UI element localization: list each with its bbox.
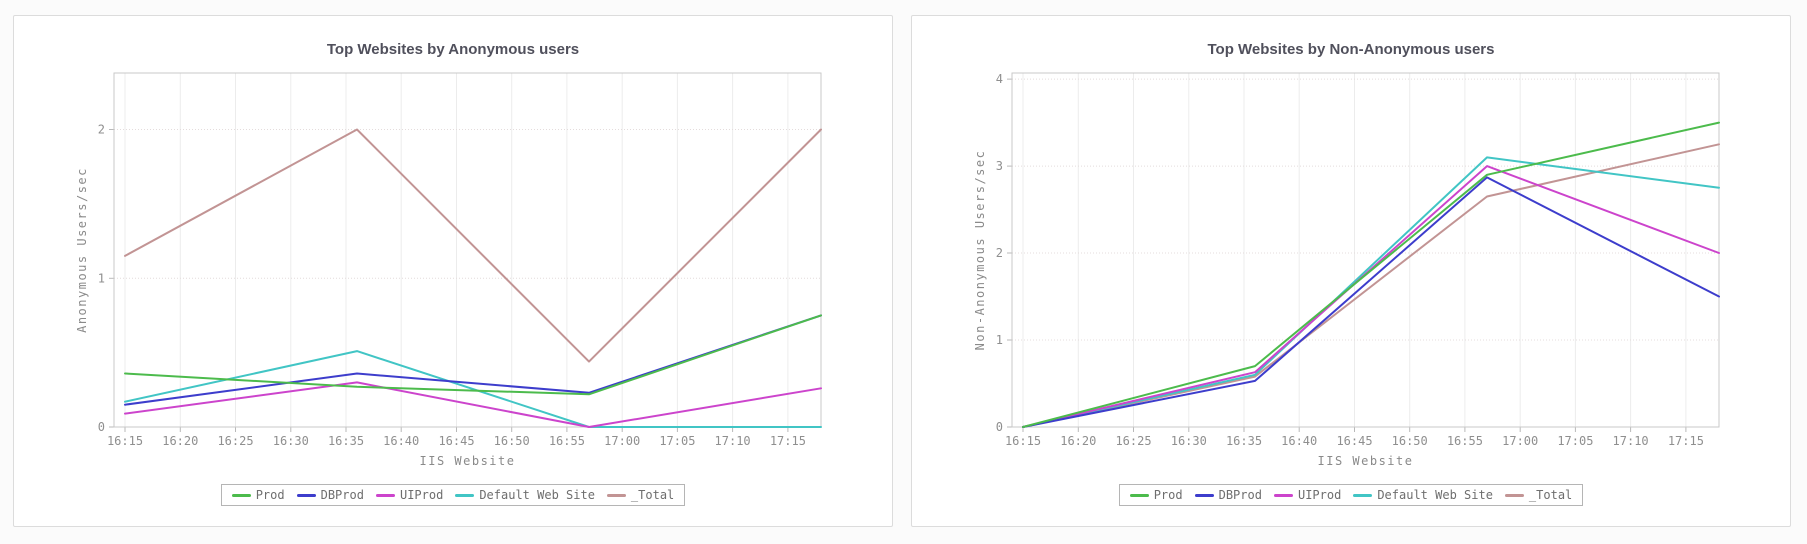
legend-swatch-prod <box>231 493 251 497</box>
x-axis-title: IIS Website <box>1318 454 1414 468</box>
x-tick-label: 16:35 <box>328 434 364 448</box>
series-line-default-web-site <box>1022 156 1720 428</box>
series-line-total <box>1022 143 1720 428</box>
legend-label: Default Web Site <box>1377 488 1493 502</box>
x-tick-label: 16:55 <box>1447 434 1483 448</box>
chart-legend: Prod DBProd UIProd Default Web Site _Total <box>14 484 892 506</box>
y-tick-label: 0 <box>996 420 1003 434</box>
legend-item-prod[interactable]: Prod <box>231 488 285 502</box>
legend-label: DBProd <box>1218 488 1262 502</box>
x-tick-label: 16:20 <box>1060 434 1096 448</box>
legend-item-prod[interactable]: Prod <box>1129 488 1183 502</box>
x-tick-label: 17:00 <box>1502 434 1538 448</box>
y-grid-and-ticks: 0 1 2 3 4 <box>996 72 1719 434</box>
x-tick-label: 16:45 <box>438 434 474 448</box>
x-tick-label: 16:30 <box>1171 434 1207 448</box>
legend-swatch-total <box>1504 493 1524 497</box>
legend-label: UIProd <box>399 488 444 502</box>
x-tick-label: 16:15 <box>1005 434 1041 448</box>
legend-swatch-uiprod <box>1273 493 1293 497</box>
plot-border <box>1011 72 1720 428</box>
x-tick-label: 16:50 <box>1392 434 1428 448</box>
x-grid-and-ticks: 16:15 16:20 16:25 16:30 16:35 16:40 16:45 16:50… <box>107 73 806 448</box>
x-tick-label: 17:05 <box>1557 434 1593 448</box>
x-tick-label: 16:20 <box>162 434 198 448</box>
chart-title: Top Websites by Non-Anonymous users <box>1207 41 1495 58</box>
series-line-default-web-site <box>124 350 822 428</box>
series-line-uiprod <box>1022 165 1720 428</box>
x-grid-and-ticks: 16:15 16:20 16:25 16:30 16:35 16:40 16:45 16:50… <box>1005 73 1704 448</box>
x-tick-label: 17:15 <box>770 434 806 448</box>
x-tick-label: 16:25 <box>1115 434 1151 448</box>
x-tick-label: 17:15 <box>1668 434 1704 448</box>
legend-label: Default Web Site <box>479 488 595 502</box>
legend-item-total[interactable]: _Total <box>1504 488 1573 502</box>
series-line-prod <box>1022 121 1720 428</box>
x-tick-label: 16:25 <box>217 434 253 448</box>
legend-label: _Total <box>1528 488 1573 502</box>
y-axis-title: Anonymous Users/sec <box>75 167 89 333</box>
chart-legend: Prod DBProd UIProd Default Web Site _Total <box>912 484 1790 506</box>
x-tick-label: 17:00 <box>604 434 640 448</box>
series-line-uiprod <box>124 381 822 428</box>
legend-label: UIProd <box>1297 488 1342 502</box>
y-tick-label: 4 <box>996 72 1003 86</box>
legend-swatch-default-web-site <box>455 493 475 497</box>
legend-label: DBProd <box>320 488 364 502</box>
legend-box: Prod DBProd UIProd Default Web Site _Total <box>1118 484 1584 506</box>
legend-swatch-default-web-site <box>1353 493 1373 497</box>
y-axis-title: Non-Anonymous Users/sec <box>973 150 987 351</box>
series-line-dbprod <box>1022 176 1720 428</box>
x-tick-label: 16:40 <box>383 434 419 448</box>
legend-item-uiprod[interactable]: UIProd <box>1273 488 1342 502</box>
legend-box: Prod DBProd UIProd Default Web Site _Total <box>220 484 686 506</box>
plot-border <box>113 72 822 428</box>
legend-swatch-prod <box>1129 493 1149 497</box>
y-tick-label: 3 <box>996 159 1003 173</box>
x-tick-label: 16:55 <box>549 434 585 448</box>
legend-item-default-web-site[interactable]: Default Web Site <box>455 488 595 502</box>
x-tick-label: 16:15 <box>107 434 143 448</box>
x-tick-label: 17:10 <box>1613 434 1649 448</box>
legend-label: Prod <box>255 488 285 502</box>
legend-item-uiprod[interactable]: UIProd <box>375 488 444 502</box>
x-axis-title: IIS Website <box>420 454 516 468</box>
y-tick-label: 1 <box>98 271 105 285</box>
legend-item-default-web-site[interactable]: Default Web Site <box>1353 488 1493 502</box>
x-tick-label: 16:50 <box>494 434 530 448</box>
x-tick-label: 17:10 <box>715 434 751 448</box>
x-tick-label: 17:05 <box>659 434 695 448</box>
y-grid-and-ticks: 0 1 2 <box>98 123 821 434</box>
anonymous-users-line-chart[interactable]: 16:15 16:20 16:25 16:30 16:35 16:40 16:45 16:50… <box>14 62 892 482</box>
legend-item-dbprod[interactable]: DBProd <box>1194 488 1262 502</box>
legend-label: Prod <box>1153 488 1183 502</box>
y-tick-label: 2 <box>98 123 105 137</box>
x-tick-label: 16:40 <box>1281 434 1317 448</box>
legend-swatch-dbprod <box>296 493 316 497</box>
dashboard-row: Top Websites by Anonymous users 16:15 16:… <box>13 15 1791 527</box>
chart-title: Top Websites by Anonymous users <box>326 41 580 58</box>
non-anonymous-users-line-chart[interactable]: 16:15 16:20 16:25 16:30 16:35 16:40 16:45 16:50… <box>912 62 1790 482</box>
x-tick-label: 16:30 <box>273 434 309 448</box>
x-tick-label: 16:45 <box>1336 434 1372 448</box>
x-tick-label: 16:35 <box>1226 434 1262 448</box>
y-tick-label: 1 <box>996 333 1003 347</box>
legend-swatch-total <box>606 493 626 497</box>
legend-label: _Total <box>630 488 675 502</box>
legend-item-total[interactable]: _Total <box>606 488 675 502</box>
legend-item-dbprod[interactable]: DBProd <box>296 488 364 502</box>
chart-panel-non-anonymous-users: Top Websites by Non-Anonymous users 16:1… <box>911 15 1791 527</box>
chart-panel-anonymous-users: Top Websites by Anonymous users 16:15 16:… <box>13 15 893 527</box>
series-line-total <box>124 128 822 363</box>
legend-swatch-dbprod <box>1194 493 1214 497</box>
y-tick-label: 2 <box>996 246 1003 260</box>
series-line-prod <box>124 314 822 396</box>
legend-swatch-uiprod <box>375 493 395 497</box>
y-tick-label: 0 <box>98 420 105 434</box>
